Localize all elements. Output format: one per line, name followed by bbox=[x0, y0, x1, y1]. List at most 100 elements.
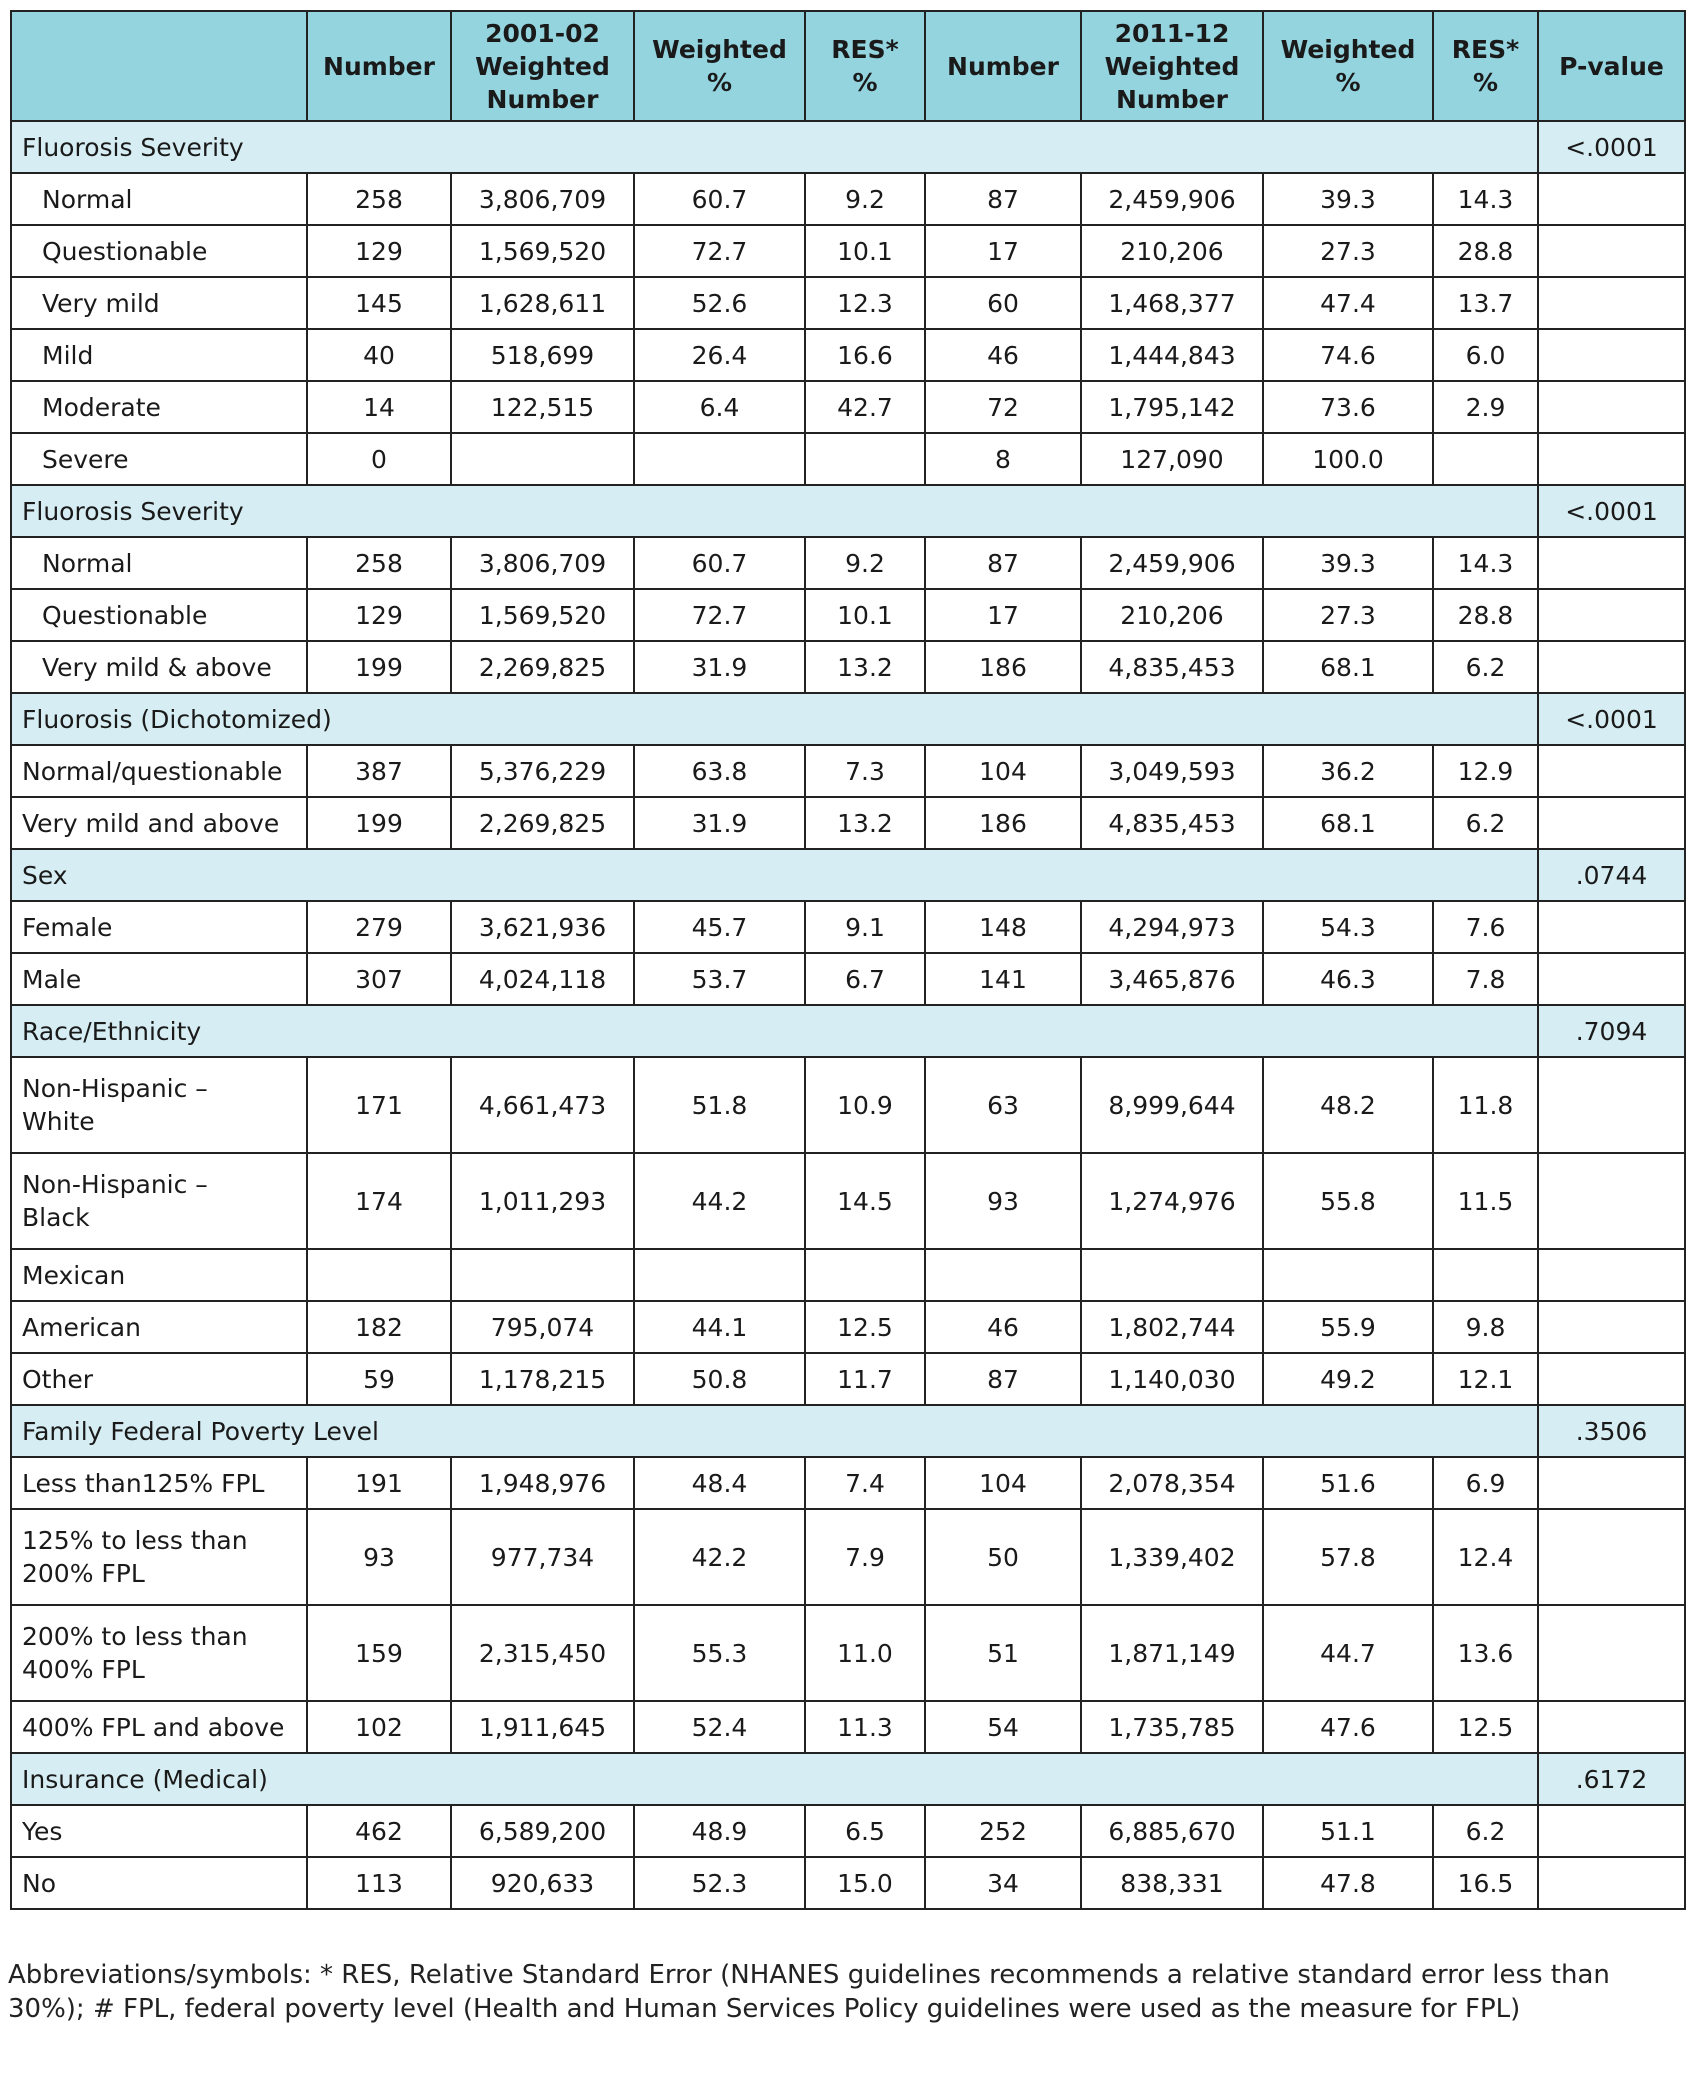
p-value: <.0001 bbox=[1537, 484, 1686, 538]
p-value: .6172 bbox=[1537, 1752, 1686, 1806]
cell: 102 bbox=[306, 1700, 452, 1754]
cell: 31.9 bbox=[633, 640, 806, 694]
cell bbox=[804, 432, 926, 486]
cell bbox=[1537, 1456, 1686, 1510]
cell bbox=[1537, 744, 1686, 798]
row-label: Severe bbox=[10, 432, 308, 486]
cell: 7.6 bbox=[1432, 900, 1539, 954]
section-title: Insurance (Medical) bbox=[10, 1752, 1539, 1806]
row-label: Non-Hispanic – Black bbox=[10, 1152, 308, 1250]
cell: 54.3 bbox=[1262, 900, 1434, 954]
data-row: Less than125% FPL 191 1,948,976 48.4 7.4 104 2… bbox=[10, 1456, 1686, 1510]
cell: 210,206 bbox=[1080, 588, 1264, 642]
data-row: 400% FPL and above 102 1,911,645 52.4 11.3 54… bbox=[10, 1700, 1686, 1754]
data-row: Questionable 129 1,569,520 72.7 10.1 17 210,20… bbox=[10, 224, 1686, 278]
section-row: Family Federal Poverty Level .3506 bbox=[10, 1404, 1686, 1458]
cell: 68.1 bbox=[1262, 640, 1434, 694]
cell bbox=[1537, 1604, 1686, 1702]
data-row: Moderate 14 122,515 6.4 42.7 72 1,795,142 73.6 2… bbox=[10, 380, 1686, 434]
footnote: Abbreviations/symbols: * RES, Relative S… bbox=[8, 1960, 1610, 2024]
data-row: Normal 258 3,806,709 60.7 9.2 87 2,459,906 39.3… bbox=[10, 172, 1686, 226]
cell: 6,885,670 bbox=[1080, 1804, 1264, 1858]
cell: 60.7 bbox=[633, 536, 806, 590]
p-value: .0744 bbox=[1537, 848, 1686, 902]
cell: 60 bbox=[924, 276, 1082, 330]
cell: 258 bbox=[306, 536, 452, 590]
row-label: 125% to less than 200% FPL bbox=[10, 1508, 308, 1606]
cell bbox=[1537, 1700, 1686, 1754]
data-row: American 182 795,074 44.1 12.5 46 1,802,744 55.… bbox=[10, 1300, 1686, 1354]
cell: 9.8 bbox=[1432, 1300, 1539, 1354]
cell: 148 bbox=[924, 900, 1082, 954]
cell: 28.8 bbox=[1432, 224, 1539, 278]
data-row: Normal/questionable 387 5,376,229 63.8 7.3 10… bbox=[10, 744, 1686, 798]
cell: 12.3 bbox=[804, 276, 926, 330]
cell bbox=[1537, 536, 1686, 590]
cell: 51.8 bbox=[633, 1056, 806, 1154]
cell: 11.0 bbox=[804, 1604, 926, 1702]
cell: 42.2 bbox=[633, 1508, 806, 1606]
column-header: 2001-02 Weighted Number bbox=[450, 10, 635, 122]
cell bbox=[804, 1248, 926, 1302]
cell: 47.4 bbox=[1262, 276, 1434, 330]
row-label: Less than125% FPL bbox=[10, 1456, 308, 1510]
section-row: Fluorosis (Dichotomized) <.0001 bbox=[10, 692, 1686, 746]
row-label: Non-Hispanic – White bbox=[10, 1056, 308, 1154]
cell: 40 bbox=[306, 328, 452, 382]
data-row: Other 59 1,178,215 50.8 11.7 87 1,140,030 49.2 1… bbox=[10, 1352, 1686, 1406]
column-header: Number bbox=[306, 10, 452, 122]
cell bbox=[1537, 224, 1686, 278]
cell: 2,269,825 bbox=[450, 796, 635, 850]
cell: 52.3 bbox=[633, 1856, 806, 1910]
cell: 122,515 bbox=[450, 380, 635, 434]
cell: 39.3 bbox=[1262, 536, 1434, 590]
cell: 7.4 bbox=[804, 1456, 926, 1510]
section-title: Sex bbox=[10, 848, 1539, 902]
cell: 3,465,876 bbox=[1080, 952, 1264, 1006]
cell bbox=[306, 1248, 452, 1302]
cell: 210,206 bbox=[1080, 224, 1264, 278]
data-row: Severe 0 8 127,090 100.0 bbox=[10, 432, 1686, 486]
cell: 6.2 bbox=[1432, 1804, 1539, 1858]
section-row: Fluorosis Severity <.0001 bbox=[10, 484, 1686, 538]
cell: 6,589,200 bbox=[450, 1804, 635, 1858]
section-row: Race/Ethnicity .7094 bbox=[10, 1004, 1686, 1058]
cell: 2.9 bbox=[1432, 380, 1539, 434]
cell: 46 bbox=[924, 328, 1082, 382]
p-value: <.0001 bbox=[1537, 692, 1686, 746]
cell: 7.8 bbox=[1432, 952, 1539, 1006]
row-label: American bbox=[10, 1300, 308, 1354]
cell: 1,444,843 bbox=[1080, 328, 1264, 382]
cell: 1,569,520 bbox=[450, 224, 635, 278]
cell: 9.2 bbox=[804, 172, 926, 226]
cell: 3,621,936 bbox=[450, 900, 635, 954]
cell: 51.1 bbox=[1262, 1804, 1434, 1858]
cell bbox=[633, 1248, 806, 1302]
cell: 6.7 bbox=[804, 952, 926, 1006]
cell: 52.6 bbox=[633, 276, 806, 330]
row-label: Yes bbox=[10, 1804, 308, 1858]
cell: 51 bbox=[924, 1604, 1082, 1702]
cell: 3,806,709 bbox=[450, 172, 635, 226]
row-label: Mexican bbox=[10, 1248, 308, 1302]
cell: 63 bbox=[924, 1056, 1082, 1154]
cell: 13.6 bbox=[1432, 1604, 1539, 1702]
data-row: 125% to less than 200% FPL 93 977,734 42.2 7… bbox=[10, 1508, 1686, 1606]
cell bbox=[450, 432, 635, 486]
row-label: Questionable bbox=[10, 588, 308, 642]
cell: 6.5 bbox=[804, 1804, 926, 1858]
cell: 174 bbox=[306, 1152, 452, 1250]
cell: 49.2 bbox=[1262, 1352, 1434, 1406]
cell: 34 bbox=[924, 1856, 1082, 1910]
cell bbox=[1262, 1248, 1434, 1302]
cell: 59 bbox=[306, 1352, 452, 1406]
cell: 104 bbox=[924, 744, 1082, 798]
cell: 9.1 bbox=[804, 900, 926, 954]
cell: 2,459,906 bbox=[1080, 172, 1264, 226]
cell: 60.7 bbox=[633, 172, 806, 226]
cell: 4,661,473 bbox=[450, 1056, 635, 1154]
cell: 52.4 bbox=[633, 1700, 806, 1754]
cell: 27.3 bbox=[1262, 224, 1434, 278]
column-header: Number bbox=[924, 10, 1082, 122]
cell: 93 bbox=[924, 1152, 1082, 1250]
